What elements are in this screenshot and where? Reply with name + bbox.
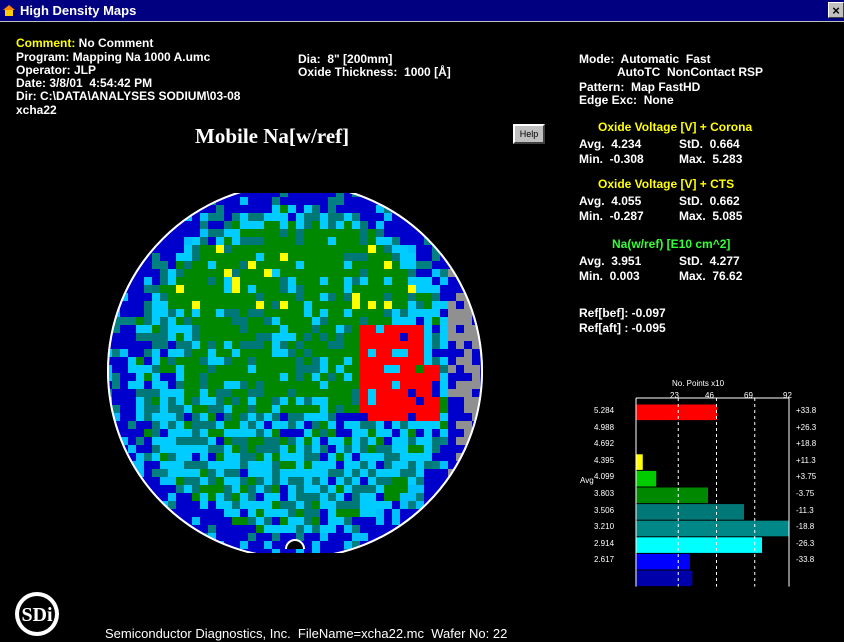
histogram-bar — [636, 504, 744, 520]
histogram-right-label: -3.75 — [796, 489, 815, 498]
svg-text:SDi: SDi — [21, 604, 53, 626]
stat-title: Oxide Voltage [V] + Corona — [598, 120, 753, 134]
histogram-right-label: -26.3 — [796, 538, 815, 548]
histogram-bar — [636, 487, 708, 504]
title-bar: High Density Maps × — [0, 0, 844, 22]
histogram-left-label: 4.099 — [594, 472, 615, 482]
window-title: High Density Maps — [20, 3, 137, 18]
stat-max: Max. 76.62 — [679, 269, 743, 283]
stat-title: Oxide Voltage [V] + CTS — [598, 177, 735, 191]
wafer-notch — [285, 539, 305, 550]
stat-min: Min. -0.287 — [579, 209, 644, 223]
histogram-bar — [636, 470, 657, 487]
wafer-map — [107, 193, 483, 553]
histogram-left-label: 4.395 — [594, 455, 615, 465]
histogram-left-label: 2.914 — [594, 538, 615, 548]
histogram-axis-title: No. Points x10 — [672, 379, 725, 388]
dir-line: Dir: C:\DATA\ANALYSES SODIUM\03-08 — [16, 89, 241, 103]
ref-before: Ref[bef]: -0.097 — [579, 306, 666, 320]
wafer-id: xcha22 — [16, 103, 57, 117]
stat-std: StD. 4.277 — [679, 254, 740, 268]
stat-max: Max. 5.085 — [679, 209, 743, 223]
comment-label: Comment: — [16, 36, 76, 50]
histogram-bar — [636, 404, 717, 421]
sdi-logo: SDi — [15, 592, 59, 636]
pattern-line: Pattern: Map FastHD — [579, 80, 701, 94]
histogram-top-tick: 69 — [744, 391, 753, 400]
histogram-left-label: 3.506 — [594, 505, 615, 515]
help-button[interactable]: Help — [513, 124, 545, 144]
histogram-top-tick: 46 — [705, 391, 714, 400]
histogram-top-tick: 23 — [670, 391, 679, 400]
histogram-left-label: 4.988 — [594, 422, 615, 432]
histogram-right-label: +3.75 — [796, 472, 817, 482]
histogram-left-label: 4.692 — [594, 439, 615, 449]
histogram-bar — [636, 520, 789, 537]
stat-max: Max. 5.283 — [679, 152, 743, 166]
comment-line: Comment: No Comment — [16, 37, 153, 50]
histogram-right-label: +11.3 — [796, 455, 816, 465]
histogram-bar — [636, 537, 762, 553]
stat-min: Min. -0.308 — [579, 152, 644, 166]
histogram-bar — [636, 553, 690, 570]
histogram-bar — [636, 570, 693, 587]
histogram-right-label: -33.8 — [796, 555, 815, 565]
histogram-left-label: 3.803 — [594, 489, 615, 498]
stat-avg: Avg. 4.055 — [579, 194, 642, 208]
program-line: Program: Mapping Na 1000 A.umc — [16, 50, 211, 64]
histogram-right-label: +33.8 — [796, 406, 817, 415]
mode-line: Mode: Automatic Fast — [579, 52, 711, 66]
ref-after: Ref[aft] : -0.095 — [579, 321, 666, 335]
histogram-left-label: 5.284 — [594, 406, 615, 415]
stat-std: StD. 0.664 — [679, 137, 740, 151]
stat-avg: Avg. 4.234 — [579, 137, 642, 151]
histogram-top-tick: 92 — [783, 391, 792, 400]
stat-std: StD. 0.662 — [679, 194, 740, 208]
histogram-right-label: -11.3 — [796, 505, 814, 515]
footer-text: Semiconductor Diagnostics, Inc. FileName… — [105, 626, 508, 641]
histogram-avg-label: Avg — [580, 476, 594, 486]
oxide-thickness: Oxide Thickness: 1000 [Å] — [298, 65, 451, 79]
stat-min: Min. 0.003 — [579, 269, 640, 283]
diameter: Dia: 8" [200mm] — [298, 52, 393, 66]
stat-title: Na(w/ref) [E10 cm^2] — [612, 237, 731, 251]
histogram-right-label: +26.3 — [796, 422, 817, 432]
histogram-left-label: 2.617 — [594, 555, 615, 565]
histogram-bar — [636, 454, 643, 470]
operator-line: Operator: JLP — [16, 63, 97, 77]
date-line: Date: 3/8/01 4:54:42 PM — [16, 76, 153, 90]
stat-avg: Avg. 3.951 — [579, 254, 642, 268]
comment-value: No Comment — [75, 36, 154, 50]
histogram-right-label: +18.8 — [796, 439, 817, 449]
map-title: Mobile Na[w/ref] — [195, 124, 350, 148]
histogram-left-label: 3.210 — [594, 522, 615, 532]
mode-line-2: AutoTC NonContact RSP — [617, 65, 763, 79]
histogram-right-label: -18.8 — [796, 522, 815, 532]
edge-exclusion: Edge Exc: None — [579, 93, 674, 107]
app-icon — [3, 5, 15, 16]
